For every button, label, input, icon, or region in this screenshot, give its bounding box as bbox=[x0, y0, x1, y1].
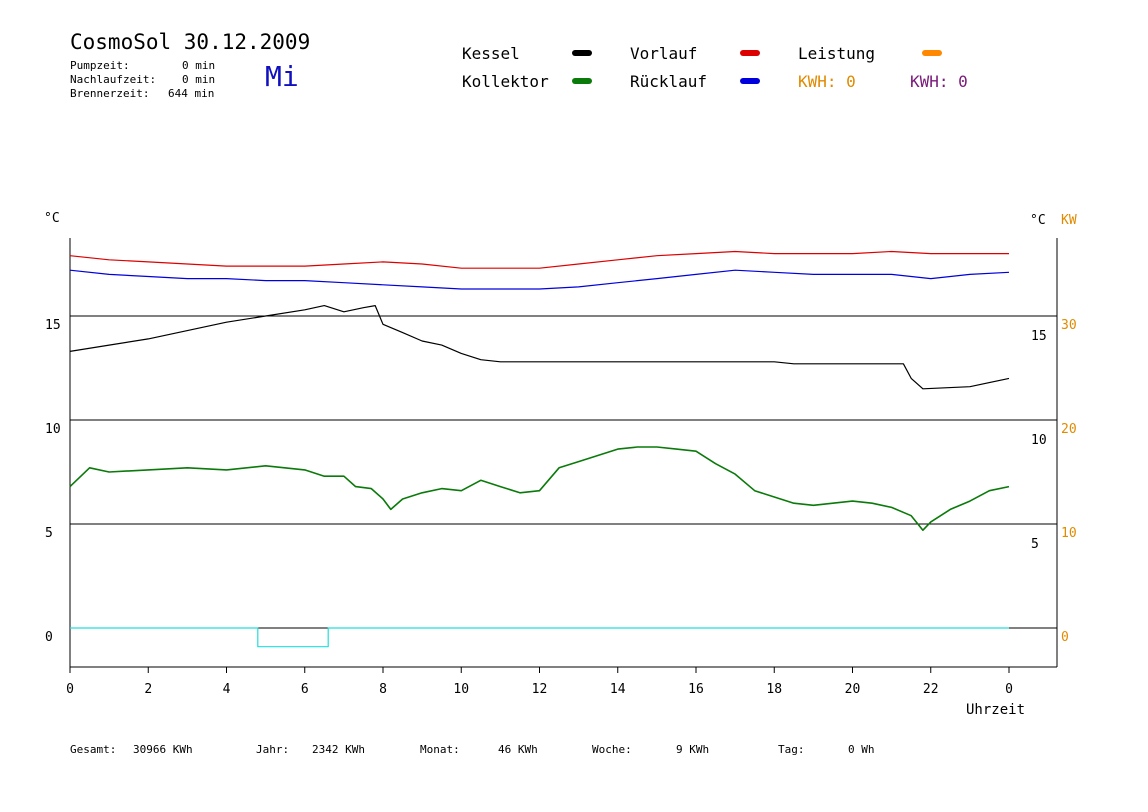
legend-ruecklauf-label: Rücklauf bbox=[630, 72, 708, 91]
stat-brennerzeit-label: Brennerzeit: bbox=[70, 87, 150, 100]
y-right-kw-tick-label: 30 bbox=[1061, 318, 1077, 333]
x-tick-label: 16 bbox=[688, 682, 704, 697]
series-line-vorlauf bbox=[69, 250, 1009, 269]
series-line-ruecklauf bbox=[69, 269, 1010, 290]
y-right-kw-tick-label: 0 bbox=[1061, 630, 1069, 645]
chart-lines bbox=[69, 250, 1010, 648]
y-right-kw-tick-label: 20 bbox=[1061, 422, 1077, 437]
y-right-c-tick-label: 5 bbox=[1031, 537, 1039, 552]
footer-woche-value: 9 KWh bbox=[676, 743, 710, 756]
legend-kwh-orange: KWH: 0 bbox=[798, 72, 856, 91]
y-left-tick-label: 5 bbox=[45, 526, 53, 541]
stat-nachlaufzeit-label: Nachlaufzeit: bbox=[70, 73, 157, 86]
legend-leistung-swatch bbox=[922, 50, 942, 56]
legend-leistung-label: Leistung bbox=[798, 44, 876, 63]
y-left-tick-label: 10 bbox=[45, 422, 61, 437]
legend-vorlauf-swatch bbox=[740, 50, 760, 56]
footer-gesamt-label: Gesamt: bbox=[70, 743, 117, 756]
stat-pumpzeit-value: 0 min bbox=[182, 59, 216, 72]
footer-jahr-value: 2342 KWh bbox=[312, 743, 365, 756]
chart-title: CosmoSol 30.12.2009 bbox=[70, 30, 311, 54]
footer-jahr-label: Jahr: bbox=[256, 743, 290, 756]
series-line-pump bbox=[70, 627, 1009, 648]
footer-monat-value: 46 KWh bbox=[498, 743, 538, 756]
legend-kwh-purple: KWH: 0 bbox=[910, 72, 968, 91]
legend-vorlauf-label: Vorlauf bbox=[630, 44, 698, 63]
y-left-tick-label: 0 bbox=[45, 630, 53, 645]
x-tick-label: 0 bbox=[66, 682, 74, 697]
x-tick-label: 8 bbox=[379, 682, 387, 697]
series-line-kollektor bbox=[69, 446, 1010, 531]
y-right-c-tick-label: 10 bbox=[1031, 433, 1047, 448]
x-tick-label: 0 bbox=[1005, 682, 1013, 697]
stat-brennerzeit-value: 644 min bbox=[168, 87, 215, 100]
stat-pumpzeit-label: Pumpzeit: bbox=[70, 59, 130, 72]
weekday-label: Mi bbox=[265, 60, 299, 93]
right-axis-unit-kw: KW bbox=[1061, 213, 1077, 228]
chart-ticks: 15 10 5 0 15 10 5 30 20 10 0 0 2 4 6 8 10 12 14 16 18 20 22 0 bbox=[45, 318, 1077, 697]
x-tick-label: 20 bbox=[845, 682, 861, 697]
x-axis-label: Uhrzeit bbox=[966, 702, 1026, 718]
left-axis-unit: °C bbox=[44, 211, 60, 226]
x-tick-label: 6 bbox=[301, 682, 309, 697]
x-tick-label: 22 bbox=[923, 682, 939, 697]
legend-kessel-swatch bbox=[572, 50, 592, 56]
legend-kollektor-label: Kollektor bbox=[462, 72, 549, 91]
footer-tag-label: Tag: bbox=[778, 743, 805, 756]
footer-woche-label: Woche: bbox=[592, 743, 632, 756]
y-right-kw-tick-label: 10 bbox=[1061, 526, 1077, 541]
footer-monat-label: Monat: bbox=[420, 743, 460, 756]
y-right-c-tick-label: 15 bbox=[1031, 329, 1047, 344]
footer-gesamt-value: 30966 KWh bbox=[133, 743, 193, 756]
legend-kollektor-swatch bbox=[572, 78, 592, 84]
x-tick-label: 14 bbox=[610, 682, 626, 697]
x-tick-label: 18 bbox=[766, 682, 782, 697]
x-tick-label: 12 bbox=[532, 682, 548, 697]
series-line-kessel bbox=[69, 305, 1010, 390]
chart-grid bbox=[70, 315, 1057, 629]
y-left-tick-label: 15 bbox=[45, 318, 61, 333]
stat-nachlaufzeit-value: 0 min bbox=[182, 73, 216, 86]
x-tick-label: 10 bbox=[453, 682, 469, 697]
right-axis-unit-c: °C bbox=[1030, 213, 1046, 228]
legend-ruecklauf-swatch bbox=[740, 78, 760, 84]
x-tick-label: 2 bbox=[144, 682, 152, 697]
legend-kessel-label: Kessel bbox=[462, 44, 520, 63]
chart-frame bbox=[69, 238, 1058, 668]
x-tick-label: 4 bbox=[223, 682, 231, 697]
footer-tag-value: 0 Wh bbox=[848, 743, 875, 756]
